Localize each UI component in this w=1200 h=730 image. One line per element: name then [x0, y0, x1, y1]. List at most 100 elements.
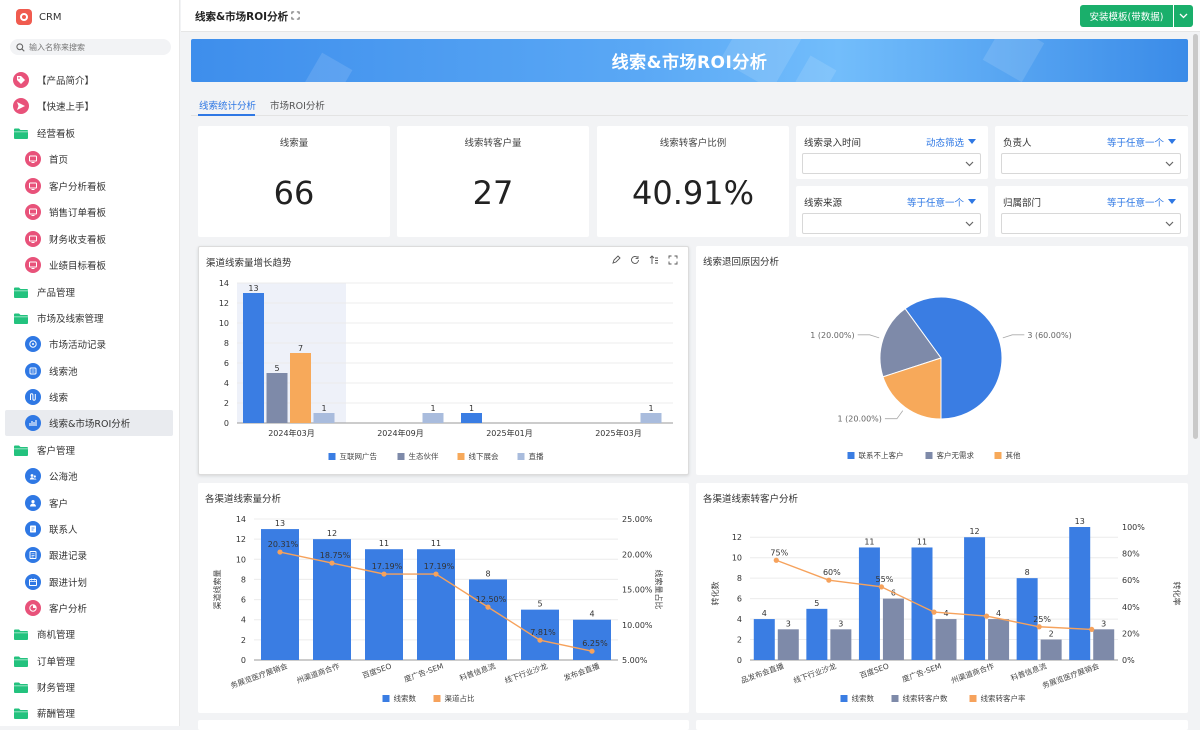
x-tick-label: 2024年03月 — [268, 428, 315, 438]
legend-swatch — [457, 453, 465, 460]
search-icon — [16, 42, 25, 52]
filter-mode-selector[interactable]: 动态筛选 — [926, 135, 976, 149]
legend-label: 线索转客户数 — [903, 693, 948, 703]
data-label: 4 — [762, 609, 767, 618]
sidebar-item[interactable]: 【产品简介】 — [5, 67, 173, 93]
sidebar-item[interactable]: 财务管理 — [5, 674, 173, 700]
y2-tick-label: 20% — [1122, 629, 1140, 638]
caret-down-icon — [1168, 139, 1176, 144]
legend-label: 线下展会 — [469, 451, 499, 461]
app-logo[interactable]: CRM — [16, 8, 62, 26]
fullscreen-icon[interactable] — [668, 255, 678, 265]
bar — [753, 619, 775, 660]
install-options-dropdown[interactable] — [1174, 5, 1193, 27]
x-tick-label: 科普信息流 — [458, 660, 497, 682]
filter-label: 归属部门 — [1003, 198, 1042, 209]
chart-card-reasons: 线索退回原因分析 3 (60.00%) 1 (20.00%) 1 (20.00%) 联… — [696, 246, 1188, 475]
tab-lead-statistics[interactable]: 线索统计分析 — [199, 101, 257, 112]
trend-chart: 0 2 4 6 8 10 12 14 13 5 7 1 2024年03月 1 2024年09月 1 2025年0… — [219, 279, 673, 461]
sidebar-item[interactable]: 销售订单看板 — [5, 199, 173, 225]
sidebar-item[interactable]: 客户分析 — [5, 595, 173, 621]
sidebar: CRM 【产品简介】【快速上手】经营看板首页客户分析看板销售订单看板财务收支看板… — [0, 0, 180, 726]
sidebar-item[interactable]: 产品管理 — [5, 279, 173, 305]
sidebar-item[interactable]: 客户分析看板 — [5, 173, 173, 199]
fullscreen-icon[interactable] — [291, 11, 300, 20]
sidebar-item[interactable]: 经营看板 — [5, 120, 173, 146]
filter-label: 负责人 — [1003, 138, 1032, 149]
kpi-label: 线索转客户比例 — [659, 138, 727, 149]
sidebar-item[interactable]: 跟进记录 — [5, 542, 173, 568]
bar — [1093, 629, 1115, 660]
data-label: 13 — [248, 284, 258, 293]
install-template-button[interactable]: 安装模板(带数据) — [1080, 5, 1173, 27]
sidebar-item[interactable]: 【快速上手】 — [5, 93, 173, 119]
data-label: 12 — [327, 529, 337, 538]
dashboard-icon — [25, 231, 41, 247]
sidebar-item[interactable]: 公海池 — [5, 463, 173, 489]
filter-mode-selector[interactable]: 等于任意一个 — [907, 195, 976, 209]
chevron-down-icon — [965, 221, 974, 227]
bar — [521, 609, 559, 660]
sidebar-item[interactable]: 市场活动记录 — [5, 331, 173, 357]
filter-select-department[interactable] — [1001, 213, 1181, 234]
y-tick-label: 2 — [224, 399, 229, 408]
page-title: 线索&市场ROI分析 — [195, 11, 289, 23]
sidebar-item[interactable]: 薪酬管理 — [5, 700, 173, 726]
legend-swatch — [840, 695, 848, 702]
line-label: 12.50% — [476, 595, 507, 604]
sidebar-item[interactable]: 市场及线索管理 — [5, 305, 173, 331]
sidebar-item-label: 客户管理 — [37, 446, 76, 457]
sidebar-item[interactable]: 财务收支看板 — [5, 226, 173, 252]
filter-select-entry-time[interactable] — [802, 153, 981, 174]
sidebar-item[interactable]: 业绩目标看板 — [5, 252, 173, 278]
x-tick-label: 百度SEO — [361, 660, 393, 680]
bar — [1069, 527, 1091, 660]
y-tick-label: 0 — [241, 656, 246, 665]
data-label: 13 — [275, 519, 285, 528]
x-tick-label: 2025年01月 — [486, 428, 533, 438]
sort-icon[interactable] — [649, 255, 659, 265]
y-tick-label: 0 — [737, 656, 742, 665]
page-scrollbar[interactable] — [1193, 34, 1198, 439]
sidebar-item[interactable]: 联系人 — [5, 516, 173, 542]
legend-label: 互联网广告 — [340, 451, 378, 461]
refresh-icon[interactable] — [630, 255, 640, 265]
kpi-value: 66 — [273, 174, 315, 212]
sidebar-search-input[interactable] — [29, 42, 159, 52]
bar — [1040, 639, 1062, 660]
sidebar-item[interactable]: 线索&市场ROI分析 — [5, 410, 173, 436]
sidebar-item[interactable]: 线索 — [5, 384, 173, 410]
leader-line — [1002, 334, 1025, 339]
tab-market-roi[interactable]: 市场ROI分析 — [270, 101, 325, 112]
x-tick-label: 百度SEO — [858, 660, 890, 680]
line-point — [381, 571, 387, 577]
kpi-card-leads: 线索量 66 — [198, 126, 390, 237]
sidebar-item[interactable]: 客户管理 — [5, 437, 173, 463]
tab-bar: 线索统计分析 市场ROI分析 — [191, 90, 1188, 116]
line-point — [826, 577, 832, 583]
sidebar-item[interactable]: 订单管理 — [5, 648, 173, 674]
legend-swatch — [969, 695, 977, 702]
filter-select-source[interactable] — [802, 213, 981, 234]
filter-select-owner[interactable] — [1001, 153, 1181, 174]
data-label: 5 — [274, 364, 279, 373]
y-tick-label: 0 — [224, 419, 229, 428]
legend-swatch — [994, 452, 1002, 459]
filter-mode-selector[interactable]: 等于任意一个 — [1107, 135, 1176, 149]
sidebar-item[interactable]: 线索池 — [5, 358, 173, 384]
folder-icon — [13, 125, 29, 141]
sidebar-item[interactable]: 商机管理 — [5, 621, 173, 647]
folder-icon — [13, 705, 29, 721]
legend-label: 渠道占比 — [445, 693, 475, 703]
sidebar-item[interactable]: 跟进计划 — [5, 569, 173, 595]
edit-icon[interactable] — [611, 255, 621, 265]
line-label: 20.31% — [268, 540, 299, 549]
sidebar-item[interactable]: 客户 — [5, 490, 173, 516]
contact-icon — [25, 521, 41, 537]
filter-mode-selector[interactable]: 等于任意一个 — [1107, 195, 1176, 209]
dashboard-icon — [25, 257, 41, 273]
sidebar-search[interactable] — [10, 39, 171, 55]
folder-icon — [13, 626, 29, 642]
sidebar-item[interactable]: 首页 — [5, 146, 173, 172]
line-label: 7.81% — [530, 628, 556, 637]
